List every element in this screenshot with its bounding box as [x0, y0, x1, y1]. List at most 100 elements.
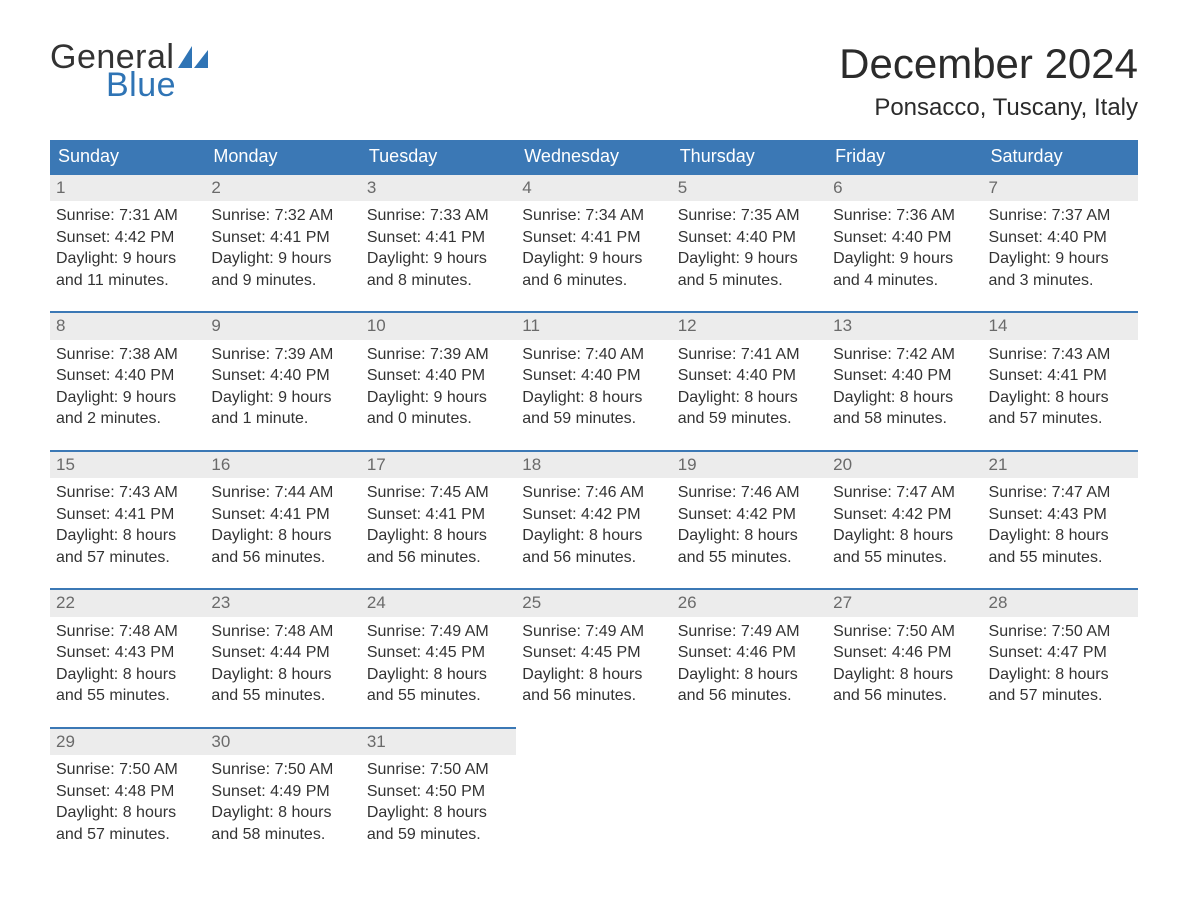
day-details: Sunrise: 7:37 AMSunset: 4:40 PMDaylight:… — [983, 201, 1138, 291]
day-daylight2: and 57 minutes. — [989, 685, 1132, 707]
day-details: Sunrise: 7:50 AMSunset: 4:48 PMDaylight:… — [50, 755, 205, 845]
calendar-week: 15Sunrise: 7:43 AMSunset: 4:41 PMDayligh… — [50, 451, 1138, 589]
day-daylight1: Daylight: 9 hours — [833, 248, 976, 270]
calendar-week: 1Sunrise: 7:31 AMSunset: 4:42 PMDaylight… — [50, 174, 1138, 312]
day-details: Sunrise: 7:43 AMSunset: 4:41 PMDaylight:… — [983, 340, 1138, 430]
month-title: December 2024 — [839, 40, 1138, 88]
day-sunset: Sunset: 4:42 PM — [56, 227, 199, 249]
day-details: Sunrise: 7:50 AMSunset: 4:50 PMDaylight:… — [361, 755, 516, 845]
calendar-day-cell: 5Sunrise: 7:35 AMSunset: 4:40 PMDaylight… — [672, 174, 827, 312]
day-sunset: Sunset: 4:41 PM — [56, 504, 199, 526]
calendar-day-cell: 6Sunrise: 7:36 AMSunset: 4:40 PMDaylight… — [827, 174, 982, 312]
day-daylight2: and 59 minutes. — [678, 408, 821, 430]
day-number: 17 — [361, 452, 516, 478]
day-daylight2: and 1 minute. — [211, 408, 354, 430]
day-sunset: Sunset: 4:46 PM — [678, 642, 821, 664]
day-daylight1: Daylight: 8 hours — [833, 387, 976, 409]
day-daylight2: and 56 minutes. — [678, 685, 821, 707]
day-sunrise: Sunrise: 7:49 AM — [522, 621, 665, 643]
day-number: 18 — [516, 452, 671, 478]
day-sunrise: Sunrise: 7:35 AM — [678, 205, 821, 227]
calendar-day-cell: 27Sunrise: 7:50 AMSunset: 4:46 PMDayligh… — [827, 589, 982, 727]
day-number: 23 — [205, 590, 360, 616]
day-daylight2: and 11 minutes. — [56, 270, 199, 292]
day-sunrise: Sunrise: 7:50 AM — [989, 621, 1132, 643]
day-details: Sunrise: 7:32 AMSunset: 4:41 PMDaylight:… — [205, 201, 360, 291]
day-details: Sunrise: 7:43 AMSunset: 4:41 PMDaylight:… — [50, 478, 205, 568]
day-sunrise: Sunrise: 7:48 AM — [211, 621, 354, 643]
day-number: 3 — [361, 175, 516, 201]
day-daylight2: and 58 minutes. — [833, 408, 976, 430]
day-daylight1: Daylight: 8 hours — [522, 664, 665, 686]
day-sunrise: Sunrise: 7:49 AM — [367, 621, 510, 643]
day-daylight2: and 56 minutes. — [522, 547, 665, 569]
day-sunrise: Sunrise: 7:47 AM — [833, 482, 976, 504]
day-sunset: Sunset: 4:45 PM — [522, 642, 665, 664]
day-sunrise: Sunrise: 7:49 AM — [678, 621, 821, 643]
day-sunrise: Sunrise: 7:34 AM — [522, 205, 665, 227]
header-tuesday: Tuesday — [361, 140, 516, 174]
day-sunrise: Sunrise: 7:50 AM — [56, 759, 199, 781]
calendar-table: Sunday Monday Tuesday Wednesday Thursday… — [50, 140, 1138, 865]
day-sunset: Sunset: 4:47 PM — [989, 642, 1132, 664]
day-details: Sunrise: 7:50 AMSunset: 4:46 PMDaylight:… — [827, 617, 982, 707]
day-daylight1: Daylight: 8 hours — [989, 387, 1132, 409]
calendar-day-cell: 28Sunrise: 7:50 AMSunset: 4:47 PMDayligh… — [983, 589, 1138, 727]
day-daylight1: Daylight: 9 hours — [211, 387, 354, 409]
day-sunset: Sunset: 4:41 PM — [211, 504, 354, 526]
day-details: Sunrise: 7:48 AMSunset: 4:44 PMDaylight:… — [205, 617, 360, 707]
day-daylight1: Daylight: 9 hours — [56, 387, 199, 409]
header-sunday: Sunday — [50, 140, 205, 174]
day-daylight2: and 8 minutes. — [367, 270, 510, 292]
day-details: Sunrise: 7:48 AMSunset: 4:43 PMDaylight:… — [50, 617, 205, 707]
day-details: Sunrise: 7:35 AMSunset: 4:40 PMDaylight:… — [672, 201, 827, 291]
day-number: 2 — [205, 175, 360, 201]
day-daylight1: Daylight: 8 hours — [211, 664, 354, 686]
day-number: 7 — [983, 175, 1138, 201]
day-sunset: Sunset: 4:40 PM — [833, 365, 976, 387]
day-sunrise: Sunrise: 7:43 AM — [989, 344, 1132, 366]
day-daylight1: Daylight: 8 hours — [56, 525, 199, 547]
day-details: Sunrise: 7:39 AMSunset: 4:40 PMDaylight:… — [205, 340, 360, 430]
header: General Blue December 2024 Ponsacco, Tus… — [50, 40, 1138, 134]
day-sunrise: Sunrise: 7:42 AM — [833, 344, 976, 366]
day-daylight2: and 55 minutes. — [367, 685, 510, 707]
calendar-day-cell: 1Sunrise: 7:31 AMSunset: 4:42 PMDaylight… — [50, 174, 205, 312]
day-details: Sunrise: 7:33 AMSunset: 4:41 PMDaylight:… — [361, 201, 516, 291]
day-sunrise: Sunrise: 7:37 AM — [989, 205, 1132, 227]
calendar-day-cell: 15Sunrise: 7:43 AMSunset: 4:41 PMDayligh… — [50, 451, 205, 589]
day-sunrise: Sunrise: 7:50 AM — [367, 759, 510, 781]
day-sunset: Sunset: 4:40 PM — [678, 365, 821, 387]
day-sunrise: Sunrise: 7:39 AM — [367, 344, 510, 366]
day-sunset: Sunset: 4:46 PM — [833, 642, 976, 664]
day-details: Sunrise: 7:44 AMSunset: 4:41 PMDaylight:… — [205, 478, 360, 568]
day-daylight2: and 59 minutes. — [522, 408, 665, 430]
calendar-day-cell: 25 Sunrise: 7:49 AMSunset: 4:45 PMDayligh… — [516, 589, 671, 727]
calendar-day-cell — [672, 728, 827, 865]
title-block: December 2024 Ponsacco, Tuscany, Italy — [839, 40, 1138, 134]
day-daylight2: and 57 minutes. — [56, 547, 199, 569]
day-daylight1: Daylight: 8 hours — [367, 664, 510, 686]
day-number: 4 — [516, 175, 671, 201]
day-daylight1: Daylight: 8 hours — [56, 664, 199, 686]
day-details: Sunrise: 7:49 AMSunset: 4:46 PMDaylight:… — [672, 617, 827, 707]
header-saturday: Saturday — [983, 140, 1138, 174]
day-daylight1: Daylight: 9 hours — [367, 387, 510, 409]
day-sunset: Sunset: 4:40 PM — [833, 227, 976, 249]
day-details: Sunrise: 7:47 AMSunset: 4:42 PMDaylight:… — [827, 478, 982, 568]
calendar-day-cell: 3Sunrise: 7:33 AMSunset: 4:41 PMDaylight… — [361, 174, 516, 312]
day-sunrise: Sunrise: 7:46 AM — [522, 482, 665, 504]
day-daylight1: Daylight: 8 hours — [522, 387, 665, 409]
day-details: Sunrise: 7:38 AMSunset: 4:40 PMDaylight:… — [50, 340, 205, 430]
day-sunset: Sunset: 4:42 PM — [678, 504, 821, 526]
day-number: 25 — [516, 590, 671, 616]
calendar-day-cell: 20Sunrise: 7:47 AMSunset: 4:42 PMDayligh… — [827, 451, 982, 589]
calendar-day-cell: 16Sunrise: 7:44 AMSunset: 4:41 PMDayligh… — [205, 451, 360, 589]
calendar-day-cell: 4Sunrise: 7:34 AMSunset: 4:41 PMDaylight… — [516, 174, 671, 312]
day-details: Sunrise: 7:41 AMSunset: 4:40 PMDaylight:… — [672, 340, 827, 430]
calendar-day-cell — [827, 728, 982, 865]
day-sunset: Sunset: 4:40 PM — [989, 227, 1132, 249]
day-daylight2: and 56 minutes. — [833, 685, 976, 707]
day-daylight2: and 4 minutes. — [833, 270, 976, 292]
day-daylight2: and 57 minutes. — [989, 408, 1132, 430]
